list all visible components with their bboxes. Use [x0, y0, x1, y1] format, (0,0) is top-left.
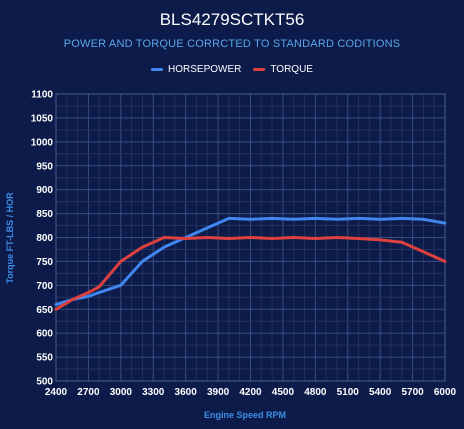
legend-swatch-horsepower	[151, 68, 164, 71]
legend: HORSEPOWER TORQUE	[0, 64, 464, 75]
y-tick-label: 500	[36, 377, 53, 388]
y-tick-label: 800	[36, 233, 53, 244]
plot-border	[55, 93, 446, 382]
y-tick-label: 850	[36, 209, 53, 220]
x-axis-title: Engine Speed RPM	[204, 410, 286, 420]
x-tick-label: 5700	[401, 387, 424, 398]
tick-labels: 500 550 600 650 700 750 800 850 900 950 1000 1050 11…	[31, 90, 457, 399]
chart-title: BLS4279SCTKT56	[159, 10, 305, 29]
x-tick-label: 3000	[110, 387, 133, 398]
y-tick-label: 550	[36, 353, 53, 364]
grid	[55, 93, 446, 382]
x-tick-label: 6000	[434, 387, 457, 398]
x-tick-label: 4500	[272, 387, 295, 398]
legend-item-torque[interactable]: TORQUE	[253, 64, 313, 75]
y-tick-label: 1000	[31, 137, 54, 148]
y-tick-label: 750	[36, 257, 53, 268]
y-tick-label: 1100	[31, 90, 53, 101]
y-tick-label: 600	[36, 329, 53, 340]
x-tick-label: 2400	[45, 387, 68, 398]
y-tick-label: 1050	[31, 113, 54, 124]
legend-label-horsepower: HORSEPOWER	[168, 64, 242, 75]
x-tick-label: 2700	[77, 387, 100, 398]
y-tick-label: 700	[36, 281, 53, 292]
legend-swatch-torque	[253, 68, 266, 71]
x-tick-label: 5400	[369, 387, 392, 398]
x-tick-label: 3900	[207, 387, 230, 398]
legend-label-torque: TORQUE	[270, 64, 313, 75]
x-tick-label: 3300	[142, 387, 165, 398]
series-lines	[54, 216, 447, 311]
chart-subtitle: POWER AND TORQUE CORRCTED TO STANDARD CO…	[63, 38, 401, 50]
series-line-torque	[54, 236, 447, 311]
x-tick-label: 3600	[175, 387, 198, 398]
y-tick-label: 900	[36, 185, 53, 196]
x-tick-label: 4200	[239, 387, 262, 398]
x-tick-label: 4800	[304, 387, 327, 398]
y-tick-label: 950	[36, 161, 53, 172]
x-tick-label: 5100	[337, 387, 360, 398]
y-tick-label: 650	[36, 305, 53, 316]
y-axis-title: Torque FT-LBS / HOR	[5, 192, 15, 284]
series-line-horsepower	[54, 216, 447, 306]
legend-item-horsepower[interactable]: HORSEPOWER	[151, 64, 241, 75]
